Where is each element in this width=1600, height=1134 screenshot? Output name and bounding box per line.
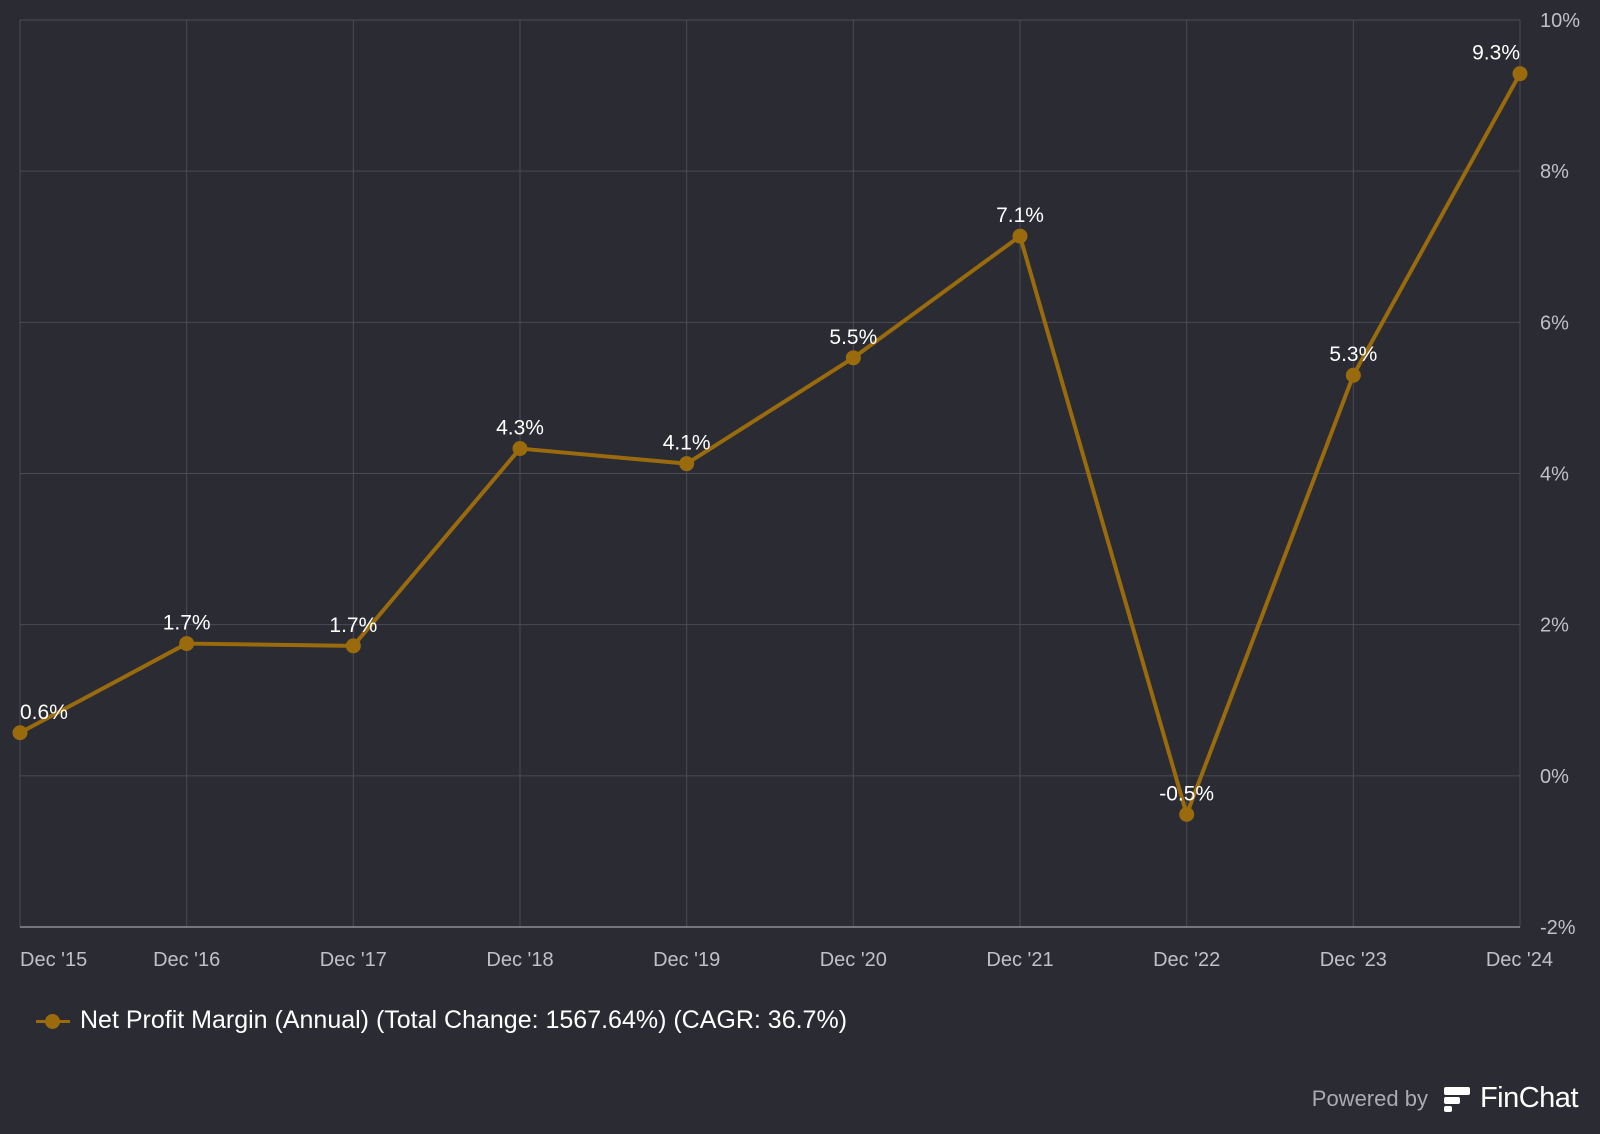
- axes: -2% 0% 2% 4% 6% 8% 10% Dec '15 Dec '16 Dec '17 Dec…: [20, 10, 1580, 971]
- data-point[interactable]: [345, 638, 361, 654]
- data-point[interactable]: [1012, 228, 1028, 244]
- data-label: -0.5%: [1159, 782, 1214, 805]
- y-tick-label: 10%: [1540, 10, 1580, 32]
- branding: Powered by FinChat: [1311, 1082, 1579, 1115]
- data-point[interactable]: [179, 636, 195, 652]
- data-point[interactable]: [1179, 806, 1195, 822]
- y-tick-label: 8%: [1540, 161, 1569, 183]
- x-tick-label: Dec '18: [486, 949, 553, 971]
- series: [12, 66, 1528, 822]
- data-label: 1.7%: [329, 614, 377, 637]
- y-tick-label: 0%: [1540, 766, 1569, 788]
- grid: [19, 19, 1521, 927]
- data-point[interactable]: [845, 350, 861, 366]
- data-labels: 0.6% 1.7% 1.7% 4.3% 4.1% 5.5% 7.1% -0.5% 5.3% 9.3…: [20, 42, 1520, 806]
- data-point[interactable]: [512, 441, 528, 457]
- data-label: 5.3%: [1329, 343, 1377, 366]
- data-label: 0.6%: [20, 701, 68, 724]
- data-label: 9.3%: [1472, 42, 1520, 65]
- data-label: 5.5%: [829, 326, 877, 349]
- y-tick-label: 2%: [1540, 615, 1569, 637]
- data-point[interactable]: [12, 725, 28, 741]
- x-tick-label: Dec '16: [153, 949, 220, 971]
- finchat-logo-icon: [1443, 1086, 1470, 1112]
- data-point[interactable]: [1345, 367, 1361, 383]
- x-tick-label: Dec '22: [1153, 949, 1220, 971]
- data-label: 1.7%: [163, 612, 211, 635]
- legend[interactable]: Net Profit Margin (Annual) (Total Change…: [36, 1006, 847, 1035]
- finchat-logo-text: FinChat: [1479, 1082, 1579, 1114]
- finchat-logo[interactable]: FinChat: [1442, 1082, 1579, 1115]
- x-tick-label: Dec '15: [20, 949, 87, 971]
- y-tick-label: 6%: [1540, 312, 1569, 334]
- data-label: 4.1%: [663, 432, 711, 455]
- x-tick-label: Dec '19: [653, 949, 720, 971]
- data-label: 7.1%: [996, 204, 1044, 227]
- data-point[interactable]: [679, 456, 695, 472]
- y-tick-label: 4%: [1540, 464, 1569, 486]
- x-tick-label: Dec '17: [320, 949, 387, 971]
- data-point[interactable]: [1512, 66, 1528, 82]
- x-tick-label: Dec '20: [820, 949, 887, 971]
- x-tick-label: Dec '24: [1486, 949, 1553, 971]
- series-line: [19, 72, 1522, 817]
- data-label: 4.3%: [496, 417, 544, 440]
- legend-label: Net Profit Margin (Annual) (Total Change…: [80, 1006, 848, 1034]
- y-tick-label: -2%: [1540, 917, 1576, 939]
- x-tick-label: Dec '23: [1320, 949, 1387, 971]
- powered-by-text: Powered by: [1311, 1085, 1428, 1111]
- legend-marker-icon: [36, 1013, 70, 1029]
- x-tick-label: Dec '21: [986, 949, 1053, 971]
